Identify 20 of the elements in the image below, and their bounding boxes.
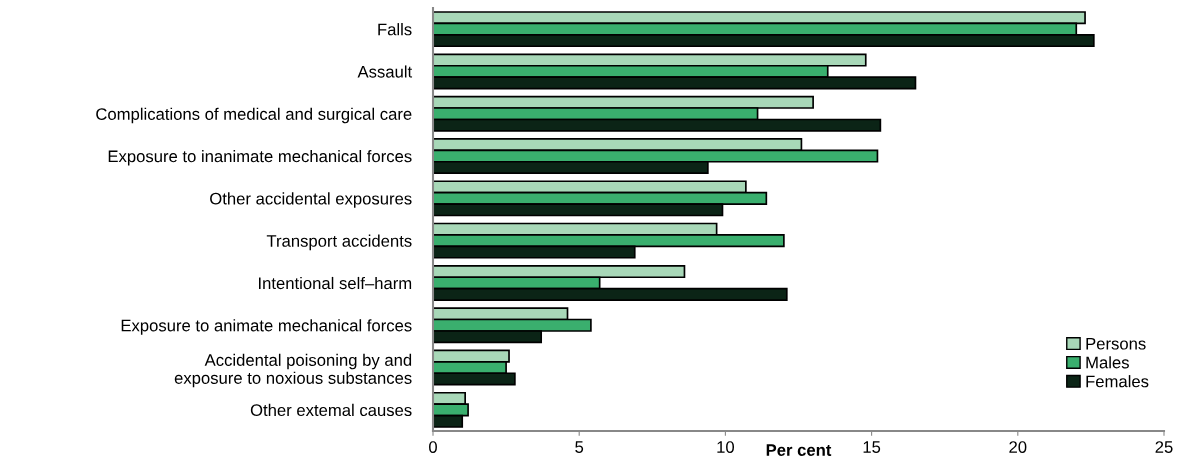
y-tick-label: Other extemal causes bbox=[250, 403, 412, 417]
x-tick-label: 20 bbox=[1009, 441, 1027, 453]
y-tick-label: Intentional self–harm bbox=[259, 276, 412, 290]
x-tick-label: 5 bbox=[575, 441, 584, 453]
y-tick-label: Accidental poisoning by and exposure to noxious substances bbox=[174, 353, 412, 388]
y-tick-label: Transport accidents bbox=[266, 234, 412, 251]
y-tick-label: Assault bbox=[357, 65, 413, 78]
legend-label: Males bbox=[1086, 356, 1129, 369]
y-tick-label: Complications of medical and surgical care bbox=[96, 107, 412, 124]
y-tick-label: Exposure to animate mechanical forces bbox=[121, 319, 412, 335]
x-tick-label: 25 bbox=[1155, 441, 1173, 453]
y-tick-label: Falls bbox=[378, 23, 412, 36]
x-axis-title: Per cent bbox=[766, 444, 832, 456]
legend-label: Persons bbox=[1086, 337, 1146, 350]
y-tick-label: Other accidental exposures bbox=[210, 192, 412, 208]
x-tick-label: 0 bbox=[429, 441, 437, 453]
x-tick-label: 10 bbox=[717, 441, 735, 453]
legend-label: Females bbox=[1086, 375, 1149, 388]
x-tick-label: 15 bbox=[863, 441, 881, 453]
y-tick-label: Exposure to inanimate mechanical forces bbox=[108, 150, 412, 166]
